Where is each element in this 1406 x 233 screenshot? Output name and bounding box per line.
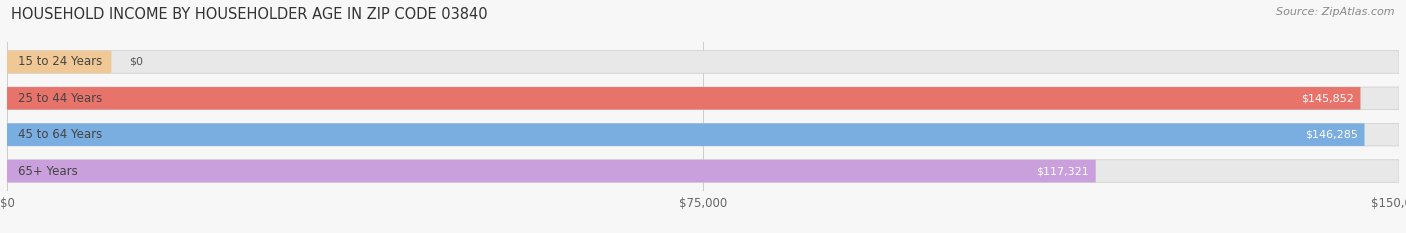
Text: HOUSEHOLD INCOME BY HOUSEHOLDER AGE IN ZIP CODE 03840: HOUSEHOLD INCOME BY HOUSEHOLDER AGE IN Z…	[11, 7, 488, 22]
Text: 15 to 24 Years: 15 to 24 Years	[18, 55, 103, 69]
Text: 25 to 44 Years: 25 to 44 Years	[18, 92, 103, 105]
Text: 65+ Years: 65+ Years	[18, 164, 77, 178]
Text: $145,852: $145,852	[1301, 93, 1354, 103]
Text: $117,321: $117,321	[1036, 166, 1088, 176]
Text: 45 to 64 Years: 45 to 64 Years	[18, 128, 103, 141]
FancyBboxPatch shape	[7, 160, 1399, 182]
Text: Source: ZipAtlas.com: Source: ZipAtlas.com	[1277, 7, 1395, 17]
FancyBboxPatch shape	[7, 123, 1399, 146]
Text: $146,285: $146,285	[1305, 130, 1358, 140]
FancyBboxPatch shape	[7, 87, 1361, 110]
FancyBboxPatch shape	[7, 87, 1399, 110]
FancyBboxPatch shape	[7, 51, 111, 73]
FancyBboxPatch shape	[7, 51, 1399, 73]
FancyBboxPatch shape	[7, 160, 1095, 182]
Text: $0: $0	[129, 57, 143, 67]
FancyBboxPatch shape	[7, 123, 1364, 146]
